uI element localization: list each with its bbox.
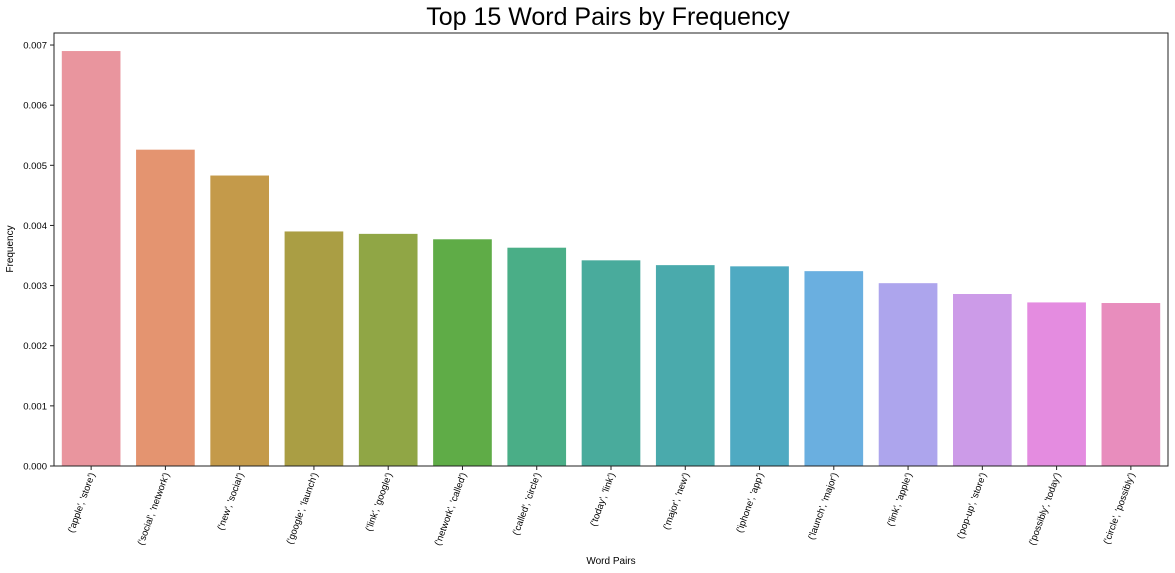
x-tick-label: ('circle', 'possibly'): [1102, 471, 1138, 546]
bar: [730, 266, 789, 466]
bar: [358, 233, 418, 466]
x-axis-ticks: ('apple', 'store') ('social', 'network') (…: [66, 466, 1138, 547]
bar: [284, 231, 344, 466]
bar: [507, 247, 567, 466]
bar: [804, 271, 864, 466]
x-tick-label: ('iphone', 'app'): [734, 471, 766, 534]
bars-group: [61, 51, 1161, 467]
x-tick-label: ('new', 'social'): [215, 471, 246, 532]
y-tick-label: 0.005: [23, 161, 47, 172]
bar: [952, 294, 1012, 466]
bar: [210, 175, 270, 466]
y-tick-label: 0.007: [23, 41, 47, 52]
bar: [878, 283, 938, 466]
x-tick-label: ('apple', 'store'): [66, 471, 98, 534]
x-tick-label: ('pop-up', 'store'): [955, 471, 989, 540]
bar: [1027, 302, 1086, 466]
x-tick-label: ('called', 'circle'): [511, 471, 544, 537]
plot-frame: [53, 32, 1169, 467]
y-tick-label: 0.000: [23, 462, 47, 473]
bar: [136, 149, 195, 467]
bar: [655, 265, 715, 466]
y-tick-label: 0.003: [23, 281, 47, 292]
y-tick-label: 0.006: [23, 101, 47, 112]
x-tick-label: ('major', 'new'): [661, 471, 692, 531]
y-tick-label: 0.002: [23, 341, 47, 352]
bar: [433, 239, 492, 466]
y-tick-label: 0.001: [23, 401, 47, 412]
x-tick-label: ('network', 'called'): [433, 471, 470, 547]
x-tick-label: ('today', 'link'): [588, 471, 618, 528]
x-tick-label: ('launch', 'major'): [806, 471, 840, 541]
x-tick-label: ('google', 'launch'): [285, 471, 321, 546]
x-tick-label: ('possibly', 'today'): [1027, 471, 1063, 547]
bar: [1101, 303, 1161, 466]
x-axis-label: Word Pairs: [586, 556, 635, 567]
y-axis-label: Frequency: [5, 225, 16, 272]
y-axis-ticks: 0.000 0.001 0.002 0.003 0.004 0.005 0.006 0.007: [23, 41, 54, 473]
bar: [581, 260, 641, 466]
x-tick-label: ('link', 'apple'): [885, 471, 915, 528]
bar: [61, 51, 121, 467]
x-tick-label: ('link', 'google'): [364, 471, 395, 533]
y-tick-label: 0.004: [23, 221, 47, 232]
x-tick-label: ('social', 'network'): [136, 471, 172, 547]
chart-title: Top 15 Word Pairs by Frequency: [426, 3, 790, 31]
